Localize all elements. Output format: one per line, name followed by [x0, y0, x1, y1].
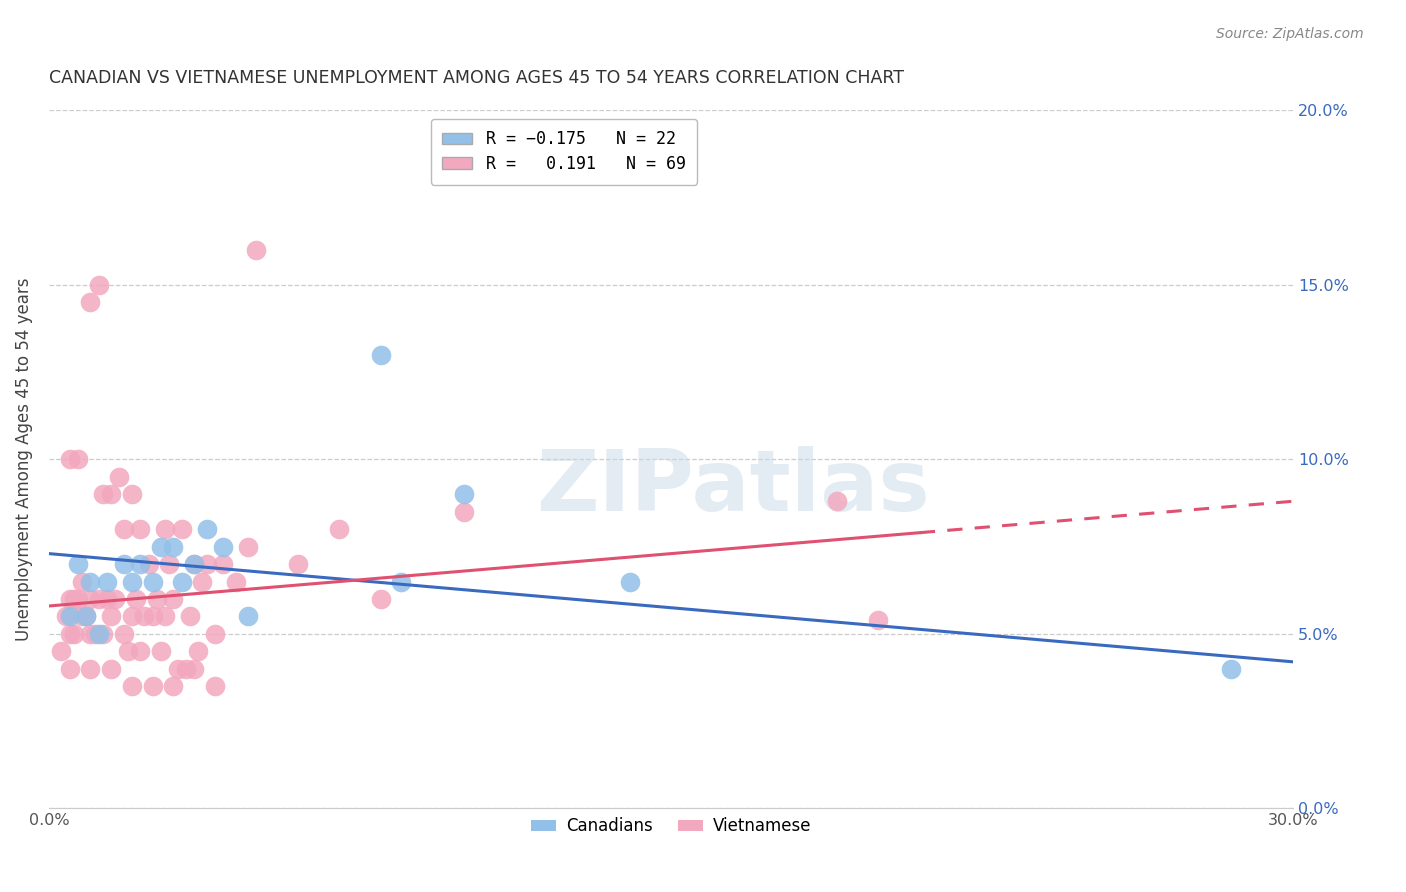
Point: [121, 609, 143, 624]
Point: [66, 592, 89, 607]
Point: [142, 609, 165, 624]
Point: [55, 609, 77, 624]
Point: [153, 522, 176, 536]
Point: [370, 348, 392, 362]
Point: [100, 609, 122, 624]
Point: [87, 592, 110, 607]
Point: [174, 662, 197, 676]
Point: [59, 609, 82, 624]
Point: [108, 470, 131, 484]
Point: [129, 557, 152, 571]
Point: [129, 644, 152, 658]
Point: [195, 522, 218, 536]
Point: [79, 662, 101, 676]
Point: [183, 557, 205, 571]
Point: [117, 644, 139, 658]
Text: CANADIAN VS VIETNAMESE UNEMPLOYMENT AMONG AGES 45 TO 54 YEARS CORRELATION CHART: CANADIAN VS VIETNAMESE UNEMPLOYMENT AMON…: [49, 69, 904, 87]
Point: [868, 613, 890, 627]
Point: [121, 679, 143, 693]
Point: [166, 662, 188, 676]
Point: [162, 540, 184, 554]
Point: [129, 522, 152, 536]
Point: [75, 609, 97, 624]
Point: [96, 592, 118, 607]
Point: [236, 540, 259, 554]
Point: [87, 277, 110, 292]
Point: [187, 644, 209, 658]
Point: [162, 679, 184, 693]
Point: [1219, 662, 1241, 676]
Y-axis label: Unemployment Among Ages 45 to 54 years: Unemployment Among Ages 45 to 54 years: [15, 277, 32, 641]
Point: [79, 295, 101, 310]
Point: [825, 494, 848, 508]
Point: [619, 574, 641, 589]
Point: [121, 487, 143, 501]
Point: [328, 522, 350, 536]
Point: [179, 609, 201, 624]
Point: [59, 662, 82, 676]
Point: [63, 627, 86, 641]
Point: [157, 557, 180, 571]
Point: [70, 609, 93, 624]
Point: [236, 609, 259, 624]
Point: [66, 452, 89, 467]
Point: [170, 574, 193, 589]
Point: [245, 243, 267, 257]
Point: [63, 592, 86, 607]
Point: [370, 592, 392, 607]
Point: [287, 557, 309, 571]
Point: [87, 627, 110, 641]
Point: [79, 627, 101, 641]
Point: [79, 574, 101, 589]
Point: [183, 557, 205, 571]
Point: [59, 452, 82, 467]
Point: [79, 592, 101, 607]
Point: [51, 644, 73, 658]
Point: [121, 574, 143, 589]
Point: [162, 592, 184, 607]
Point: [100, 662, 122, 676]
Point: [191, 574, 214, 589]
Point: [104, 592, 127, 607]
Point: [212, 540, 235, 554]
Point: [112, 522, 135, 536]
Point: [91, 487, 114, 501]
Point: [138, 557, 160, 571]
Text: ZIPatlas: ZIPatlas: [536, 446, 931, 529]
Point: [453, 505, 475, 519]
Point: [134, 609, 156, 624]
Point: [391, 574, 413, 589]
Point: [125, 592, 148, 607]
Point: [453, 487, 475, 501]
Point: [142, 679, 165, 693]
Point: [170, 522, 193, 536]
Point: [225, 574, 247, 589]
Point: [59, 592, 82, 607]
Point: [212, 557, 235, 571]
Point: [153, 609, 176, 624]
Point: [149, 540, 172, 554]
Text: Source: ZipAtlas.com: Source: ZipAtlas.com: [1216, 27, 1364, 41]
Point: [204, 627, 226, 641]
Point: [204, 679, 226, 693]
Point: [100, 487, 122, 501]
Point: [112, 557, 135, 571]
Point: [142, 574, 165, 589]
Point: [112, 627, 135, 641]
Point: [195, 557, 218, 571]
Point: [91, 627, 114, 641]
Point: [146, 592, 169, 607]
Point: [83, 627, 105, 641]
Point: [59, 627, 82, 641]
Point: [75, 609, 97, 624]
Legend: Canadians, Vietnamese: Canadians, Vietnamese: [524, 811, 818, 842]
Point: [66, 557, 89, 571]
Point: [183, 662, 205, 676]
Point: [96, 574, 118, 589]
Point: [149, 644, 172, 658]
Point: [70, 574, 93, 589]
